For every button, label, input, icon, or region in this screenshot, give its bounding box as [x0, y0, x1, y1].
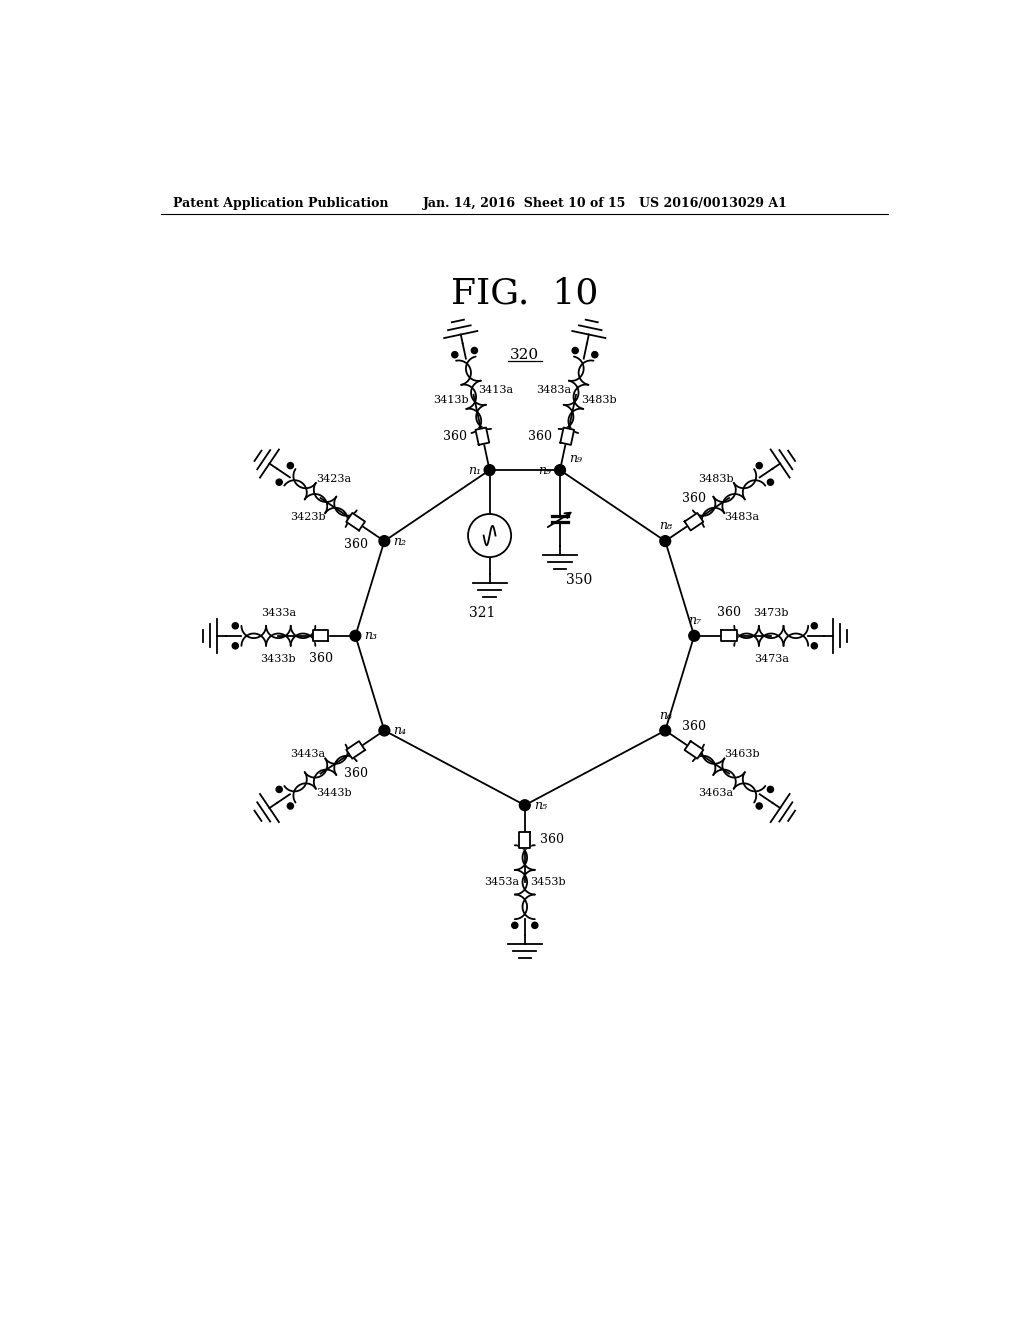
- Circle shape: [512, 923, 518, 928]
- Text: 360: 360: [540, 833, 564, 846]
- Text: n₅: n₅: [534, 799, 547, 812]
- Circle shape: [659, 725, 671, 737]
- Circle shape: [276, 479, 283, 486]
- Text: 3433a: 3433a: [261, 607, 296, 618]
- Text: 3463b: 3463b: [724, 750, 760, 759]
- Polygon shape: [346, 741, 365, 759]
- Text: 360: 360: [309, 652, 333, 665]
- Circle shape: [232, 643, 239, 649]
- Text: 3483a: 3483a: [536, 385, 571, 395]
- Text: FIG.  10: FIG. 10: [452, 276, 598, 310]
- Text: 3473b: 3473b: [754, 607, 788, 618]
- Text: n₂: n₂: [393, 535, 407, 548]
- Text: 360: 360: [682, 721, 706, 734]
- Polygon shape: [560, 428, 574, 445]
- Circle shape: [531, 923, 538, 928]
- Circle shape: [572, 347, 579, 354]
- Text: n₆: n₆: [658, 709, 672, 722]
- Text: n₉: n₉: [539, 463, 551, 477]
- Circle shape: [756, 462, 762, 469]
- Text: n₈: n₈: [658, 519, 672, 532]
- Text: Patent Application Publication: Patent Application Publication: [173, 197, 388, 210]
- Polygon shape: [519, 832, 530, 847]
- Polygon shape: [685, 513, 703, 531]
- Text: 3413b: 3413b: [433, 395, 469, 405]
- Circle shape: [276, 787, 283, 792]
- Circle shape: [471, 347, 477, 354]
- Circle shape: [350, 631, 360, 642]
- Circle shape: [689, 631, 699, 642]
- Text: 3463a: 3463a: [698, 788, 734, 797]
- Circle shape: [232, 623, 239, 628]
- Text: 350: 350: [566, 573, 593, 587]
- Polygon shape: [346, 513, 365, 531]
- Text: 3423b: 3423b: [290, 512, 326, 523]
- Text: 360: 360: [344, 767, 368, 780]
- Text: 3483b: 3483b: [581, 395, 616, 405]
- Circle shape: [379, 725, 390, 737]
- Text: n₃: n₃: [365, 630, 377, 643]
- Text: 3473a: 3473a: [754, 653, 788, 664]
- Text: 360: 360: [717, 606, 740, 619]
- Text: 3453a: 3453a: [484, 878, 519, 887]
- Circle shape: [288, 803, 294, 809]
- Text: 3453b: 3453b: [530, 878, 565, 887]
- Circle shape: [379, 536, 390, 546]
- Polygon shape: [685, 741, 703, 759]
- Text: 360: 360: [528, 430, 552, 442]
- Polygon shape: [721, 631, 736, 642]
- Text: 3413a: 3413a: [478, 385, 514, 395]
- Circle shape: [811, 623, 817, 628]
- Polygon shape: [475, 428, 489, 445]
- Text: 3483a: 3483a: [724, 512, 760, 523]
- Circle shape: [484, 465, 495, 475]
- Circle shape: [659, 536, 671, 546]
- Circle shape: [767, 479, 773, 486]
- Text: 321: 321: [469, 606, 495, 619]
- Text: n₉: n₉: [569, 451, 582, 465]
- Text: US 2016/0013029 A1: US 2016/0013029 A1: [639, 197, 786, 210]
- Text: 3443b: 3443b: [315, 788, 351, 797]
- Circle shape: [468, 513, 511, 557]
- Text: n₇: n₇: [688, 614, 700, 627]
- Circle shape: [592, 351, 598, 358]
- Circle shape: [288, 462, 294, 469]
- Text: 3443a: 3443a: [290, 750, 326, 759]
- Text: n₁: n₁: [468, 463, 480, 477]
- Circle shape: [555, 465, 565, 475]
- Text: 3433b: 3433b: [260, 653, 296, 664]
- Circle shape: [519, 800, 530, 810]
- Text: 360: 360: [682, 492, 706, 506]
- Circle shape: [756, 803, 762, 809]
- Circle shape: [811, 643, 817, 649]
- Circle shape: [452, 351, 458, 358]
- Text: 360: 360: [344, 539, 368, 552]
- Text: n₄: n₄: [393, 725, 407, 737]
- Circle shape: [767, 787, 773, 792]
- Text: 320: 320: [510, 347, 540, 362]
- Text: Jan. 14, 2016  Sheet 10 of 15: Jan. 14, 2016 Sheet 10 of 15: [423, 197, 627, 210]
- Text: 360: 360: [443, 430, 467, 442]
- Text: 3483b: 3483b: [698, 474, 734, 484]
- Text: 3423a: 3423a: [315, 474, 351, 484]
- Polygon shape: [313, 631, 329, 642]
